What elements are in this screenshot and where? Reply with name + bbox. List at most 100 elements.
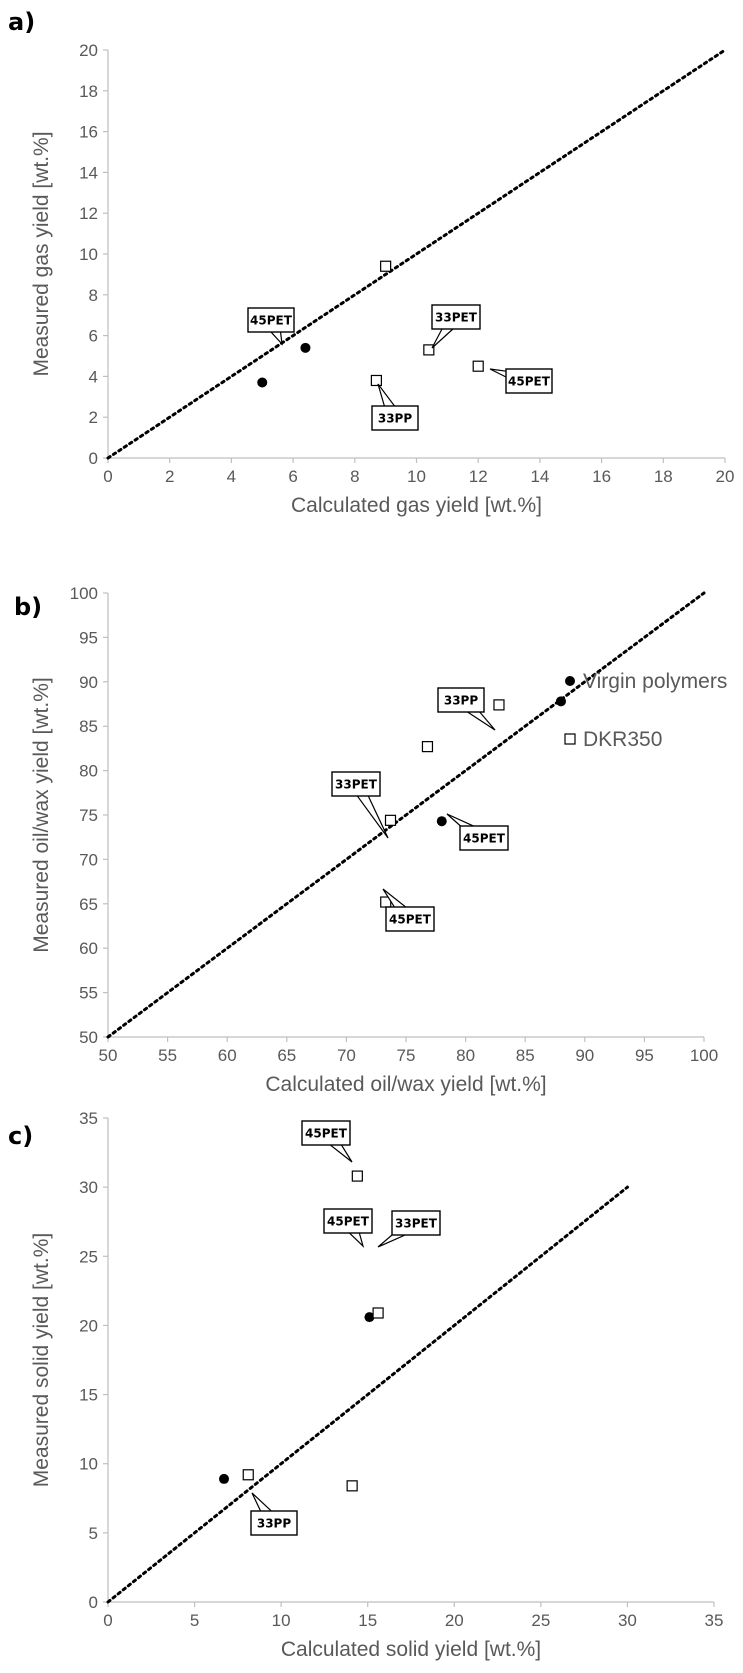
dkr350-point bbox=[421, 741, 434, 753]
x-tick-label: 80 bbox=[456, 1046, 475, 1065]
parity-line bbox=[106, 591, 706, 1039]
y-tick-label: 95 bbox=[79, 628, 98, 647]
dkr350-point bbox=[346, 1480, 358, 1492]
dkr350-point bbox=[351, 1170, 363, 1182]
y-tick-label: 85 bbox=[79, 717, 98, 736]
x-tick-label: 20 bbox=[716, 467, 735, 486]
callout-joint bbox=[473, 829, 484, 838]
x-tick-label: 6 bbox=[288, 467, 297, 486]
y-tick-label: 15 bbox=[79, 1386, 98, 1405]
panel-label: c) bbox=[8, 1122, 33, 1150]
x-tick-label: 10 bbox=[272, 1611, 291, 1630]
virgin-polymer-point bbox=[555, 696, 566, 707]
x-tick-label: 75 bbox=[397, 1046, 416, 1065]
x-tick-label: 12 bbox=[469, 467, 488, 486]
x-tick-label: 25 bbox=[531, 1611, 550, 1630]
callout-label: 33PP bbox=[444, 694, 478, 708]
chart-panel-2: b) 50 55 60 65 70 75 80 85 90 95 100 50 55 60 65 70 75 80 8… bbox=[14, 584, 727, 1096]
y-tick-label: 8 bbox=[89, 286, 98, 305]
legend-marker-virgin bbox=[565, 676, 575, 686]
callout-pointer bbox=[356, 789, 389, 839]
y-tick-label: 55 bbox=[79, 984, 98, 1003]
parity-line bbox=[106, 1185, 629, 1604]
dkr350-point bbox=[493, 699, 505, 711]
x-tick-label: 10 bbox=[407, 467, 426, 486]
callout-label: 33PET bbox=[435, 311, 478, 325]
callout-joint bbox=[517, 374, 529, 382]
callout-joint bbox=[461, 700, 472, 710]
virgin-polymer-point bbox=[300, 342, 311, 353]
x-tick-label: 70 bbox=[337, 1046, 356, 1065]
x-tick-label: 15 bbox=[358, 1611, 377, 1630]
dkr350-point bbox=[372, 1307, 384, 1319]
y-axis-title: Measured oil/wax yield [wt.%] bbox=[30, 677, 53, 952]
x-tick-label: 55 bbox=[158, 1046, 177, 1065]
y-axis-title: Measured solid yield [wt.%] bbox=[30, 1233, 53, 1487]
x-tick-label: 20 bbox=[445, 1611, 464, 1630]
x-tick-label: 85 bbox=[516, 1046, 535, 1065]
x-tick-label: 60 bbox=[218, 1046, 237, 1065]
y-tick-label: 70 bbox=[79, 850, 98, 869]
callout-joint bbox=[400, 908, 410, 919]
callout-joint bbox=[326, 1133, 336, 1144]
virgin-polymer-point bbox=[364, 1312, 375, 1323]
x-tick-label: 14 bbox=[530, 467, 549, 486]
dkr350-point bbox=[380, 260, 392, 272]
x-tick-label: 8 bbox=[350, 467, 359, 486]
panel-label: b) bbox=[14, 593, 42, 621]
y-axis-title: Measured gas yield [wt.%] bbox=[30, 131, 53, 376]
legend-label: DKR350 bbox=[583, 728, 662, 751]
y-tick-label: 4 bbox=[89, 367, 98, 386]
virgin-polymer-point bbox=[219, 1473, 230, 1484]
dkr350-point bbox=[384, 814, 397, 826]
x-tick-label: 65 bbox=[277, 1046, 296, 1065]
callout-joint bbox=[264, 1512, 274, 1523]
callout-label: 45PET bbox=[463, 832, 506, 846]
y-tick-label: 25 bbox=[79, 1247, 98, 1266]
dkr350-point bbox=[370, 374, 382, 387]
y-tick-label: 90 bbox=[79, 673, 98, 692]
y-tick-label: 12 bbox=[79, 204, 98, 223]
y-tick-label: 10 bbox=[79, 245, 98, 264]
x-axis-title: Calculated gas yield [wt.%] bbox=[291, 494, 542, 517]
callout-label: 45PET bbox=[305, 1127, 348, 1141]
x-axis-title: Calculated solid yield [wt.%] bbox=[281, 1638, 541, 1661]
x-tick-label: 2 bbox=[165, 467, 174, 486]
callout-label: 33PET bbox=[335, 778, 378, 792]
chart-panel-3: c) 0 5 10 15 20 25 30 35 0 5 10 15 20 25 30 35 Calculated… bbox=[8, 1109, 723, 1661]
y-tick-label: 0 bbox=[89, 1593, 98, 1612]
y-tick-label: 65 bbox=[79, 895, 98, 914]
virgin-polymer-point bbox=[436, 816, 447, 827]
x-tick-label: 0 bbox=[103, 1611, 112, 1630]
callout-label: 45PET bbox=[389, 913, 432, 927]
chart-panel-1: a) 0 2 4 6 8 10 12 14 16 18 20 0 2 4 6 8 10 12 14 16 18 20 Calc… bbox=[8, 8, 734, 517]
x-tick-label: 16 bbox=[592, 467, 611, 486]
callout-joint bbox=[404, 1223, 416, 1232]
x-tick-label: 5 bbox=[190, 1611, 199, 1630]
y-tick-label: 6 bbox=[89, 327, 98, 346]
y-tick-label: 30 bbox=[79, 1178, 98, 1197]
y-tick-label: 35 bbox=[79, 1109, 98, 1128]
dkr350-point bbox=[472, 360, 484, 372]
dkr350-point bbox=[242, 1469, 254, 1481]
y-tick-label: 16 bbox=[79, 123, 98, 142]
callout-label: 45PET bbox=[508, 375, 551, 389]
panel-label: a) bbox=[8, 8, 35, 36]
y-tick-label: 100 bbox=[70, 584, 98, 603]
x-tick-label: 50 bbox=[99, 1046, 118, 1065]
callout-joint bbox=[446, 317, 456, 328]
x-tick-label: 90 bbox=[575, 1046, 594, 1065]
y-tick-label: 20 bbox=[79, 41, 98, 60]
x-tick-label: 18 bbox=[654, 467, 673, 486]
y-tick-label: 0 bbox=[89, 449, 98, 468]
y-tick-label: 18 bbox=[79, 82, 98, 101]
y-tick-label: 20 bbox=[79, 1316, 98, 1335]
y-tick-label: 80 bbox=[79, 762, 98, 781]
virgin-polymer-point bbox=[257, 377, 268, 388]
parity-line bbox=[106, 48, 727, 460]
callout-joint bbox=[356, 784, 365, 796]
x-tick-label: 4 bbox=[227, 467, 236, 486]
x-tick-label: 0 bbox=[103, 467, 112, 486]
y-tick-label: 14 bbox=[79, 163, 98, 182]
